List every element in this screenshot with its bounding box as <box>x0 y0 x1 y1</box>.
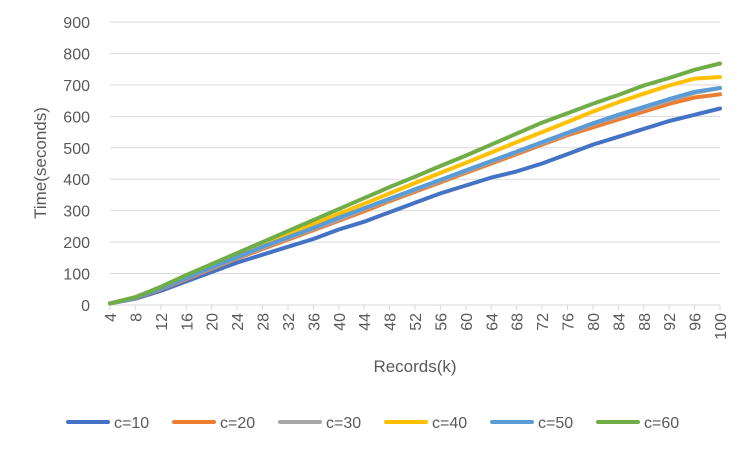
x-tick-label: 76 <box>561 313 578 331</box>
y-tick-label: 200 <box>63 235 90 252</box>
legend-label: c=30 <box>326 415 361 432</box>
x-tick-label: 48 <box>383 313 400 331</box>
y-axis-ticks: 0 100 200 300 400 500 600 700 800 900 <box>63 15 90 315</box>
x-tick-label: 52 <box>408 313 425 331</box>
x-tick-label: 100 <box>713 313 730 340</box>
y-tick-label: 900 <box>63 15 90 32</box>
y-tick-label: 800 <box>63 46 90 63</box>
y-tick-label: 700 <box>63 78 90 95</box>
x-tick-label: 24 <box>230 313 247 331</box>
x-tick-label: 4 <box>103 313 120 322</box>
x-tick-label: 80 <box>586 313 603 331</box>
x-tick-label: 56 <box>433 313 450 331</box>
legend-label: c=20 <box>220 415 255 432</box>
y-axis-title: Time(seconds) <box>31 107 50 219</box>
series-line-c-10 <box>108 106 722 306</box>
legend: c=10 c=20 c=30 c=40 c=50 c=60 <box>66 415 679 432</box>
x-axis-title: Records(k) <box>373 357 456 376</box>
x-tick-label: 64 <box>484 313 501 331</box>
x-tick-label: 92 <box>662 313 679 331</box>
y-tick-label: 500 <box>63 141 90 158</box>
x-tick-label: 12 <box>154 313 171 331</box>
x-axis-ticks: 4 8 12 16 20 24 28 32 36 40 44 48 52 56 60 64 68 72 76 80 84… <box>103 305 730 340</box>
y-tick-label: 100 <box>63 267 90 284</box>
gridlines <box>110 21 720 306</box>
x-tick-label: 16 <box>179 313 196 331</box>
y-tick-label: 0 <box>81 298 90 315</box>
x-tick-label: 84 <box>611 313 628 331</box>
x-tick-label: 32 <box>281 313 298 331</box>
x-tick-label: 68 <box>510 313 527 331</box>
x-tick-label: 96 <box>688 313 705 331</box>
x-tick-label: 60 <box>459 313 476 331</box>
x-tick-label: 88 <box>637 313 654 331</box>
x-tick-label: 72 <box>535 313 552 331</box>
series-line-c-50 <box>108 86 722 306</box>
series-line-c-60 <box>108 61 722 306</box>
x-tick-label: 28 <box>256 313 273 331</box>
x-tick-label: 40 <box>332 313 349 331</box>
legend-label: c=10 <box>114 415 149 432</box>
legend-label: c=60 <box>644 415 679 432</box>
y-tick-label: 400 <box>63 172 90 189</box>
x-tick-label: 44 <box>357 313 374 331</box>
legend-label: c=40 <box>432 415 467 432</box>
x-tick-label: 36 <box>306 313 323 331</box>
legend-label: c=50 <box>538 415 573 432</box>
x-tick-label: 8 <box>128 313 145 322</box>
y-tick-label: 300 <box>63 204 90 221</box>
x-tick-label: 20 <box>205 313 222 331</box>
series-lines <box>108 61 722 306</box>
y-tick-label: 600 <box>63 109 90 126</box>
